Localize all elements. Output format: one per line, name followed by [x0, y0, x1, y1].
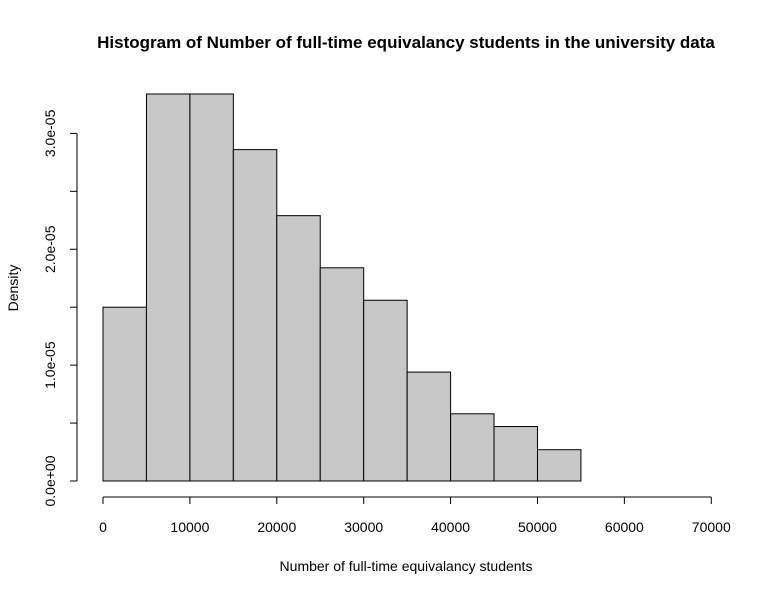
- x-tick-label-1: 10000: [170, 519, 209, 535]
- histogram-bar-1: [145, 93, 191, 482]
- y-axis-label: Density: [5, 265, 21, 312]
- chart-title: Histogram of Number of full-time equival…: [97, 33, 715, 52]
- histogram-bar-8: [450, 413, 495, 482]
- y-axis: 0.0e+00 1.0e-05 2.0e-05 3.0e-05: [42, 109, 78, 507]
- histogram-bar-7: [406, 371, 452, 482]
- x-axis-label: Number of full-time equivalancy students: [280, 558, 533, 574]
- histogram-bar-2: [189, 93, 234, 482]
- histogram-bar-0: [102, 306, 147, 482]
- x-axis: 0 10000 20000 30000 40000 50000 60000 70000: [99, 496, 731, 535]
- histogram-bar-9: [493, 426, 538, 482]
- x-tick-label-2: 20000: [257, 519, 296, 535]
- y-tick-label-4: 2.0e-05: [42, 225, 58, 273]
- x-tick-label-5: 50000: [518, 519, 557, 535]
- x-tick-label-0: 0: [99, 519, 107, 535]
- histogram-bar-3: [232, 149, 278, 482]
- y-tick-label-2: 1.0e-05: [42, 341, 58, 389]
- x-tick-label-6: 60000: [605, 519, 644, 535]
- x-tick-label-3: 30000: [344, 519, 383, 535]
- x-tick-label-4: 40000: [431, 519, 470, 535]
- histogram-bar-4: [276, 215, 321, 482]
- y-tick-label-6: 3.0e-05: [42, 109, 58, 157]
- x-tick-label-7: 70000: [692, 519, 731, 535]
- histogram-bar-10: [536, 449, 582, 482]
- histogram-bar-5: [319, 267, 365, 482]
- bars-group: [102, 93, 582, 482]
- histogram-bar-6: [363, 299, 408, 482]
- y-tick-label-0: 0.0e+00: [42, 455, 58, 506]
